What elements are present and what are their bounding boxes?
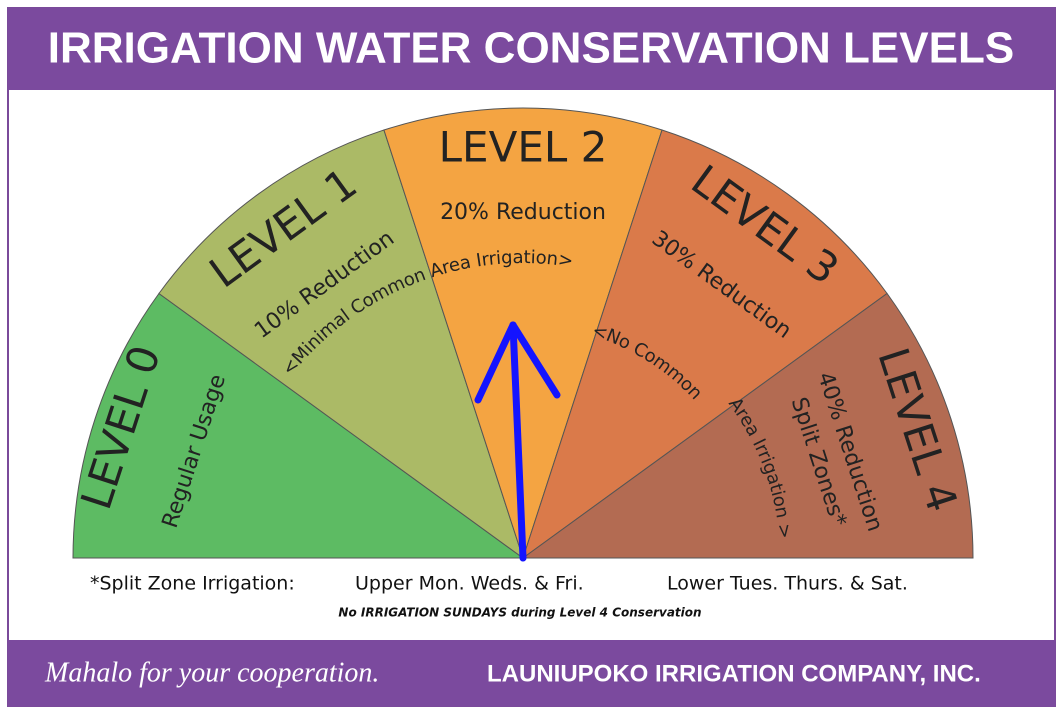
footer-bar <box>8 640 1055 706</box>
level-wedge <box>383 107 663 560</box>
sunday-note: No IRRIGATION SUNDAYS during Level 4 Con… <box>338 606 701 620</box>
footer-company: LAUNIUPOKO IRRIGATION COMPANY, INC. <box>487 660 981 687</box>
header-title: IRRIGATION WATER CONSERVATION LEVELS <box>48 24 1014 73</box>
arrow-head <box>509 321 561 399</box>
arrow-head <box>474 321 517 404</box>
level-detail: 20% Reduction <box>440 200 606 225</box>
header-bar <box>8 8 1055 90</box>
split-zone-label: *Split Zone Irrigation: <box>90 573 295 595</box>
split-zone-lower: Lower Tues. Thurs. & Sat. <box>667 573 908 595</box>
level-title: LEVEL 2 <box>439 123 608 172</box>
level-wedge <box>521 292 974 559</box>
footer-thanks: Mahalo for your cooperation. <box>44 657 379 688</box>
level-wedge <box>158 129 524 560</box>
arrow-shaft <box>509 321 527 562</box>
gauge <box>72 107 974 560</box>
arrow <box>474 321 561 562</box>
level-wedge <box>72 292 525 559</box>
split-zone-upper: Upper Mon. Weds. & Fri. <box>355 573 584 595</box>
level-wedge <box>522 129 888 560</box>
